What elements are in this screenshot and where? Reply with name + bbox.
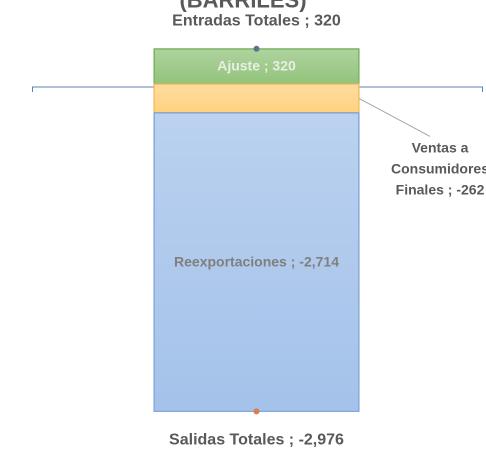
bar-sheen	[155, 113, 358, 411]
chart-title: (BARRILES)	[179, 0, 307, 13]
segment-label: Reexportaciones ; -2,714	[174, 253, 339, 270]
total-label: Salidas Totales ; -2,976	[169, 431, 344, 449]
bar-sheen	[155, 85, 358, 112]
total-label: Entradas Totales ; 320	[172, 12, 341, 30]
segment-label: Ventas a Consumidores Finales ; -262	[390, 139, 486, 198]
bar-sheen	[155, 49, 358, 83]
total-marker	[253, 408, 260, 415]
leader-line	[358, 97, 431, 137]
total-marker	[253, 45, 260, 52]
segment-label: Ajuste ; 320	[217, 57, 296, 74]
